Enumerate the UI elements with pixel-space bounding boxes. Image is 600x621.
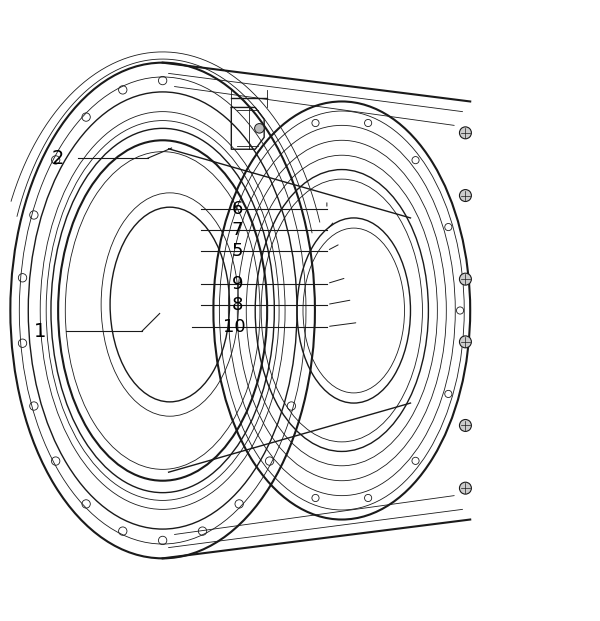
Text: 10: 10 — [223, 317, 245, 335]
Circle shape — [460, 482, 472, 494]
Circle shape — [460, 127, 472, 139]
Text: 5: 5 — [232, 242, 243, 260]
Circle shape — [460, 273, 472, 285]
Text: 9: 9 — [232, 274, 243, 292]
Circle shape — [254, 124, 264, 133]
Text: 8: 8 — [232, 296, 243, 314]
Circle shape — [460, 336, 472, 348]
Circle shape — [460, 420, 472, 432]
Text: 2: 2 — [52, 148, 64, 168]
Text: 1: 1 — [34, 322, 46, 341]
Text: 6: 6 — [232, 200, 243, 218]
Circle shape — [460, 189, 472, 201]
Text: 7: 7 — [232, 221, 243, 239]
